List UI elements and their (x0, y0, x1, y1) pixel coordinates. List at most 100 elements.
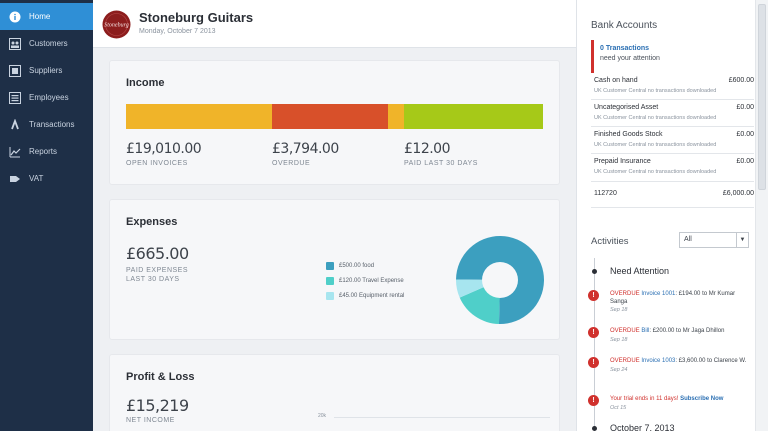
expenses-stat: £665.00 PAID EXPENSES LAST 30 DAYS (126, 244, 189, 284)
sidebar-item-home[interactable]: Home (0, 3, 93, 30)
chevron-down-icon[interactable]: ▼ (736, 233, 748, 247)
sidebar-item-transactions[interactable]: Transactions (0, 111, 93, 138)
attention-transactions-link[interactable]: 0 Transactions (600, 45, 650, 52)
right-panel: Bank Accounts 0 Transactions need your a… (576, 0, 768, 431)
suppliers-icon (9, 64, 21, 77)
profit-loss-title: Profit & Loss (126, 371, 195, 383)
net-income-stat: £15,219 NET INCOME (126, 396, 189, 425)
activity-text: : £194.00 to Mr Kumar Sanga (610, 291, 736, 305)
open-invoices-amount: £19,010.00 (126, 141, 202, 157)
page-title: Stoneburg Guitars (139, 10, 254, 25)
donut-slice-food[interactable] (456, 236, 544, 324)
net-income-amount: £15,219 (126, 396, 189, 415)
account-note: UK Customer Central no transactions down… (594, 115, 717, 121)
sidebar-item-label: Reports (29, 147, 58, 156)
profit-loss-card[interactable]: Profit & Loss £15,219 NET INCOME 20k (109, 354, 560, 431)
activity-status: OVERDUE (610, 291, 640, 297)
account-balance: £0.00 (736, 158, 754, 165)
paid-stat: £12.00 PAID LAST 30 DAYS (404, 141, 478, 168)
activity-date: Sep 24 (610, 366, 628, 373)
legend-swatch (326, 261, 334, 270)
activity-link[interactable]: Invoice 1001 (641, 291, 676, 297)
legend-swatch (326, 291, 334, 300)
activity-timeline (594, 258, 595, 431)
info-icon (9, 11, 21, 23)
activity-status: OVERDUE (610, 358, 640, 364)
alert-icon: ! (588, 290, 599, 301)
bank-account-row[interactable]: 112720 £6,000.00 (594, 190, 754, 197)
expenses-caption-line1: PAID EXPENSES (126, 267, 189, 274)
legend-label: £500.00 food (339, 262, 375, 269)
overdue-bar[interactable] (272, 104, 388, 129)
activity-date: Oct 15 (610, 404, 627, 411)
gridline (334, 417, 550, 418)
expenses-card[interactable]: Expenses £665.00 PAID EXPENSES LAST 30 D… (109, 199, 560, 340)
activity-date: Sep 18 (610, 336, 628, 343)
overdue-amount: £3,794.00 (272, 141, 339, 157)
activities-filter-select[interactable]: All ▼ (679, 232, 749, 248)
sidebar-item-label: Transactions (29, 120, 75, 129)
legend-item: £120.00 Travel Expense (326, 273, 404, 288)
activity-link[interactable]: Bill (641, 328, 650, 334)
overdue-stat: £3,794.00 OVERDUE (272, 141, 339, 168)
account-name: Cash on hand (594, 77, 638, 84)
sidebar-item-reports[interactable]: Reports (0, 138, 93, 165)
bank-accounts-title: Bank Accounts (591, 20, 658, 31)
timeline-dot (592, 426, 597, 431)
alert-icon: ! (588, 357, 599, 368)
alert-icon: ! (588, 327, 599, 338)
paid-amount: £12.00 (404, 141, 450, 157)
account-balance: £0.00 (736, 104, 754, 111)
attention-notice[interactable]: 0 Transactions need your attention (591, 40, 754, 73)
scrollbar[interactable] (755, 0, 768, 431)
account-balance: £6,000.00 (722, 190, 754, 197)
account-name: Prepaid Insurance (594, 158, 651, 165)
page-header: Stoneburg Stoneburg Guitars Monday, Octo… (93, 0, 576, 48)
activity-text: : £3,600.00 to Clarence W. (675, 358, 747, 364)
income-card[interactable]: Income £19,010.00 OPEN INVOICES £3,794.0… (109, 60, 560, 185)
activity-status: Your trial ends in 11 days! (610, 396, 679, 402)
expenses-legend: £500.00 food £120.00 Travel Expense £45.… (326, 258, 404, 303)
activity-date: Sep 18 (610, 307, 628, 313)
account-name: Uncategorised Asset (594, 104, 659, 111)
divider (591, 153, 754, 154)
activity-link[interactable]: Invoice 1003 (641, 358, 676, 364)
expenses-title: Expenses (126, 216, 178, 228)
account-note: UK Customer Central no transactions down… (594, 142, 717, 148)
current-date: Monday, October 7 2013 (139, 28, 216, 35)
alert-icon: ! (588, 395, 599, 406)
activities-filter-value: All (684, 236, 692, 243)
subscribe-now-link[interactable]: Subscribe Now (680, 396, 724, 402)
reports-icon (9, 146, 21, 158)
sidebar-item-suppliers[interactable]: Suppliers (0, 57, 93, 84)
account-note: UK Customer Central no transactions down… (594, 88, 717, 94)
account-balance: £600.00 (728, 77, 754, 84)
company-logo: Stoneburg (102, 10, 131, 39)
axis-tick-label: 20k (318, 413, 327, 419)
activity-text: : £200.00 to Mr Jaga Dhillon (649, 328, 725, 334)
divider (591, 99, 754, 100)
open-invoices-bar[interactable] (126, 104, 272, 129)
bank-account-row[interactable]: Uncategorised Asset £0.00 UK Customer Cen… (594, 104, 754, 121)
legend-swatch (326, 276, 334, 285)
bank-account-row[interactable]: Finished Goods Stock £0.00 UK Customer Ce… (594, 131, 754, 148)
sidebar-item-customers[interactable]: Customers (0, 30, 93, 57)
bank-account-row[interactable]: Prepaid Insurance £0.00 UK Customer Centr… (594, 158, 754, 175)
main-content: Stoneburg Stoneburg Guitars Monday, Octo… (93, 0, 576, 431)
activity-status: OVERDUE (610, 328, 640, 334)
sidebar-item-vat[interactable]: VAT (0, 165, 93, 192)
expenses-donut-chart[interactable] (456, 236, 544, 324)
scrollbar-thumb[interactable] (758, 4, 766, 190)
sidebar-item-employees[interactable]: Employees (0, 84, 93, 111)
divider (591, 181, 754, 182)
bank-account-row[interactable]: Cash on hand £600.00 UK Customer Central … (594, 77, 754, 94)
legend-item: £45.00 Equipment rental (326, 288, 404, 303)
legend-item: £500.00 food (326, 258, 404, 273)
account-name: 112720 (594, 190, 617, 197)
sidebar-item-label: Employees (29, 93, 69, 102)
activities-title: Activities (591, 236, 629, 247)
overdue-label: OVERDUE (272, 160, 311, 167)
paid-bar[interactable] (404, 104, 543, 129)
sidebar-item-label: Suppliers (29, 66, 63, 75)
need-attention-heading: Need Attention (610, 266, 670, 276)
